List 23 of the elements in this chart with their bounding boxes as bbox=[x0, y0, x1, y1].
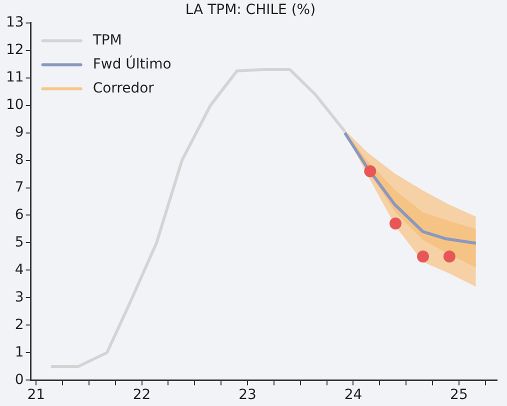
y-tick-label: 2 bbox=[14, 316, 24, 333]
legend-label: Fwd Último bbox=[92, 55, 172, 72]
y-tick-label: 1 bbox=[14, 344, 24, 360]
y-tick-label: 0 bbox=[14, 372, 24, 388]
y-tick-label: 12 bbox=[6, 42, 24, 58]
legend-label: TPM bbox=[92, 32, 122, 48]
x-tick-label: 23 bbox=[238, 387, 256, 404]
y-tick-label: 8 bbox=[14, 152, 24, 168]
y-tick-label: 10 bbox=[6, 96, 24, 113]
x-tick-label: 21 bbox=[27, 387, 46, 404]
y-tick-label: 11 bbox=[6, 69, 24, 86]
y-tick-label: 9 bbox=[14, 124, 24, 140]
y-tick-label: 4 bbox=[14, 262, 24, 278]
y-tick-label: 3 bbox=[14, 289, 24, 306]
y-tick-label: 6 bbox=[14, 206, 24, 223]
y-tick-label: 13 bbox=[6, 14, 24, 30]
chart-title: LA TPM: CHILE (%) bbox=[185, 2, 316, 18]
x-tick-label: 22 bbox=[132, 387, 151, 404]
legend-label: Corredor bbox=[92, 80, 154, 96]
y-tick-label: 5 bbox=[14, 234, 24, 250]
x-tick-label: 24 bbox=[344, 387, 362, 404]
y-tick-label: 7 bbox=[14, 179, 24, 196]
x-tick-label: 25 bbox=[450, 387, 468, 404]
